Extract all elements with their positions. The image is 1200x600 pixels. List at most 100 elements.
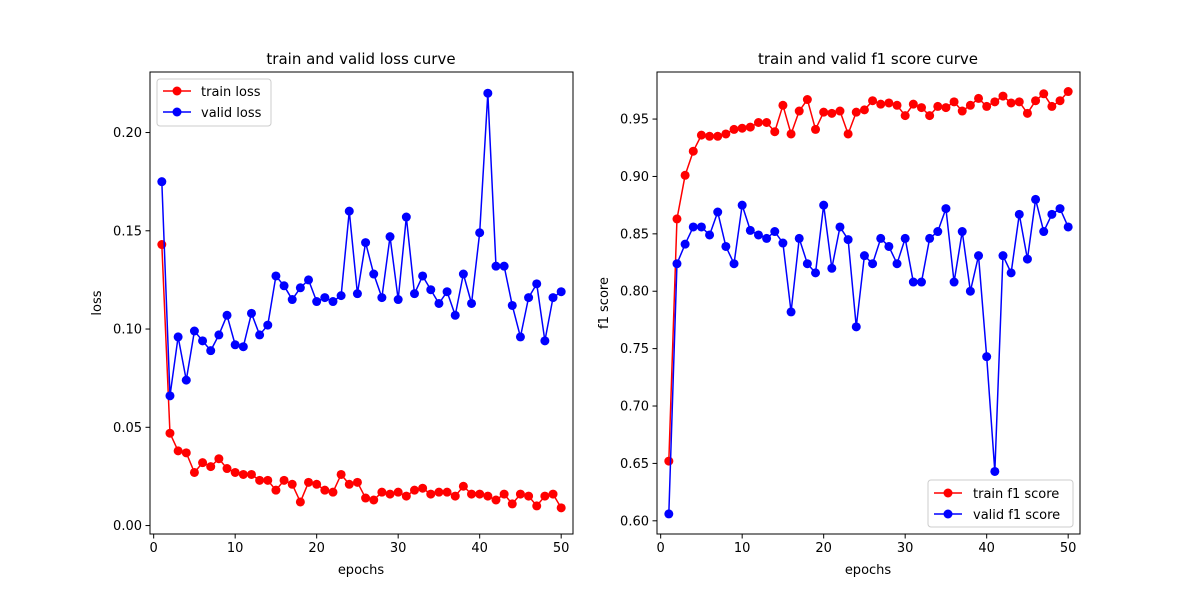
- loss-series-train-point: [475, 489, 485, 499]
- loss-series-train-point: [467, 489, 477, 499]
- loss-series-train-point: [173, 446, 183, 456]
- f1-series-valid-point: [1055, 204, 1065, 214]
- f1-series-train-point: [680, 170, 690, 180]
- loss-series-valid-point: [181, 375, 191, 385]
- f1-series-valid-point: [982, 352, 992, 362]
- loss-chart-y-axis: 0.00 0.05 0.10 0.15 0.20: [113, 126, 150, 534]
- loss-series-valid-point: [344, 206, 354, 216]
- loss-series-train-point: [287, 479, 297, 489]
- f1-series-valid-point: [1063, 222, 1073, 232]
- loss-series-train-point: [214, 454, 224, 464]
- loss-series-valid-point: [157, 177, 167, 187]
- loss-series-valid-point: [540, 336, 550, 346]
- loss-series-train-point: [181, 448, 191, 458]
- f1-series-valid-point: [868, 259, 878, 269]
- f1-legend-train-marker: [943, 488, 953, 498]
- f1-series-train-point: [982, 101, 992, 111]
- f1-x-tick-label: 40: [978, 541, 995, 556]
- f1-series-train-point: [1039, 89, 1049, 99]
- f1-series-train-point: [957, 106, 967, 116]
- loss-series-train-point: [483, 491, 493, 501]
- loss-series-train-point: [434, 487, 444, 497]
- loss-series-train-point: [377, 487, 387, 497]
- f1-series-valid-point: [713, 207, 723, 217]
- f1-series-valid-point: [892, 259, 902, 269]
- loss-series-valid-point: [198, 336, 208, 346]
- loss-legend-train-marker: [172, 86, 182, 96]
- loss-series-valid-point: [548, 293, 558, 303]
- f1-chart-y-axis: 0.60 0.65 0.70 0.75 0.80 0.85 0.90 0.95: [620, 113, 657, 529]
- loss-series-valid-point: [304, 275, 314, 285]
- loss-series-train-point: [393, 487, 403, 497]
- loss-series-valid-point: [499, 261, 509, 271]
- f1-series-train-point: [851, 107, 861, 117]
- f1-series-train-point: [876, 99, 886, 109]
- loss-series-valid-point: [556, 287, 566, 297]
- loss-series-valid-point: [475, 228, 485, 238]
- f1-series-train-point: [786, 129, 796, 139]
- f1-series-valid-point: [664, 509, 674, 519]
- loss-series-valid-point: [214, 330, 224, 340]
- loss-series-valid-point: [287, 295, 297, 305]
- loss-chart-frame: [149, 71, 574, 535]
- loss-series-valid-point: [434, 298, 444, 308]
- loss-series-valid-point: [165, 391, 175, 401]
- f1-series-train-point: [778, 100, 788, 110]
- f1-y-tick-label: 0.95: [620, 113, 649, 128]
- f1-series-train-point: [990, 97, 1000, 107]
- f1-legend-valid-label: valid f1 score: [973, 508, 1060, 523]
- f1-legend-box: [927, 479, 1074, 528]
- f1-series-valid-point: [933, 227, 943, 237]
- f1-series-valid-point: [957, 227, 967, 237]
- f1-series-valid-point: [965, 286, 975, 296]
- f1-series-valid-point: [753, 230, 763, 240]
- loss-series-train-point: [328, 487, 338, 497]
- loss-series-valid-point: [515, 332, 525, 342]
- loss-y-tick-label: 0.10: [113, 323, 142, 338]
- f1-series-train-point: [1006, 98, 1016, 108]
- loss-series-train-point: [279, 475, 289, 485]
- f1-series-valid-point: [696, 222, 706, 232]
- f1-series-train-point: [843, 129, 853, 139]
- loss-series-train-point: [189, 467, 199, 477]
- loss-chart-x-label: epochs: [338, 563, 385, 578]
- loss-series-valid-point: [426, 285, 436, 295]
- loss-series-valid-point: [246, 308, 256, 318]
- loss-series-train-point: [515, 489, 525, 499]
- f1-chart-frame: [656, 71, 1081, 535]
- f1-y-tick-label: 0.70: [620, 400, 649, 415]
- loss-series-train-point: [165, 428, 175, 438]
- f1-series-valid-point: [990, 466, 1000, 476]
- f1-series-valid-point: [794, 233, 804, 243]
- f1-series-valid-point: [721, 241, 731, 251]
- loss-series-valid-line: [161, 92, 562, 397]
- f1-series-valid-point: [974, 251, 984, 261]
- f1-series-valid-point: [827, 263, 837, 273]
- f1-series-train-point: [835, 106, 845, 116]
- f1-series-valid-point: [843, 235, 853, 245]
- f1-series-train-point: [753, 118, 763, 127]
- loss-series-valid-point: [450, 310, 460, 320]
- loss-series-train-point: [312, 479, 322, 489]
- f1-series-train-point: [908, 99, 918, 109]
- loss-series-train-point: [385, 489, 395, 499]
- loss-series-valid-point: [336, 291, 346, 301]
- loss-series-valid-point: [442, 287, 452, 297]
- loss-series-valid-point: [393, 295, 403, 305]
- f1-series-train-point: [672, 214, 682, 224]
- loss-x-tick-label: 40: [471, 541, 488, 556]
- f1-chart-legend: train f1 score valid f1 score: [927, 479, 1074, 528]
- f1-series-valid-point: [737, 200, 747, 210]
- loss-series-train-point: [304, 477, 314, 487]
- loss-x-tick-label: 50: [553, 541, 570, 556]
- loss-series-valid-point: [279, 281, 289, 291]
- loss-series-train-point: [230, 467, 240, 477]
- f1-x-tick-label: 50: [1060, 541, 1077, 556]
- loss-series-train-point: [450, 491, 460, 501]
- loss-series-valid-point: [401, 212, 411, 222]
- f1-series-valid-point: [1039, 227, 1049, 237]
- loss-series-train-point: [507, 499, 517, 509]
- loss-x-tick-label: 0: [150, 541, 158, 556]
- f1-y-tick-label: 0.60: [620, 514, 649, 529]
